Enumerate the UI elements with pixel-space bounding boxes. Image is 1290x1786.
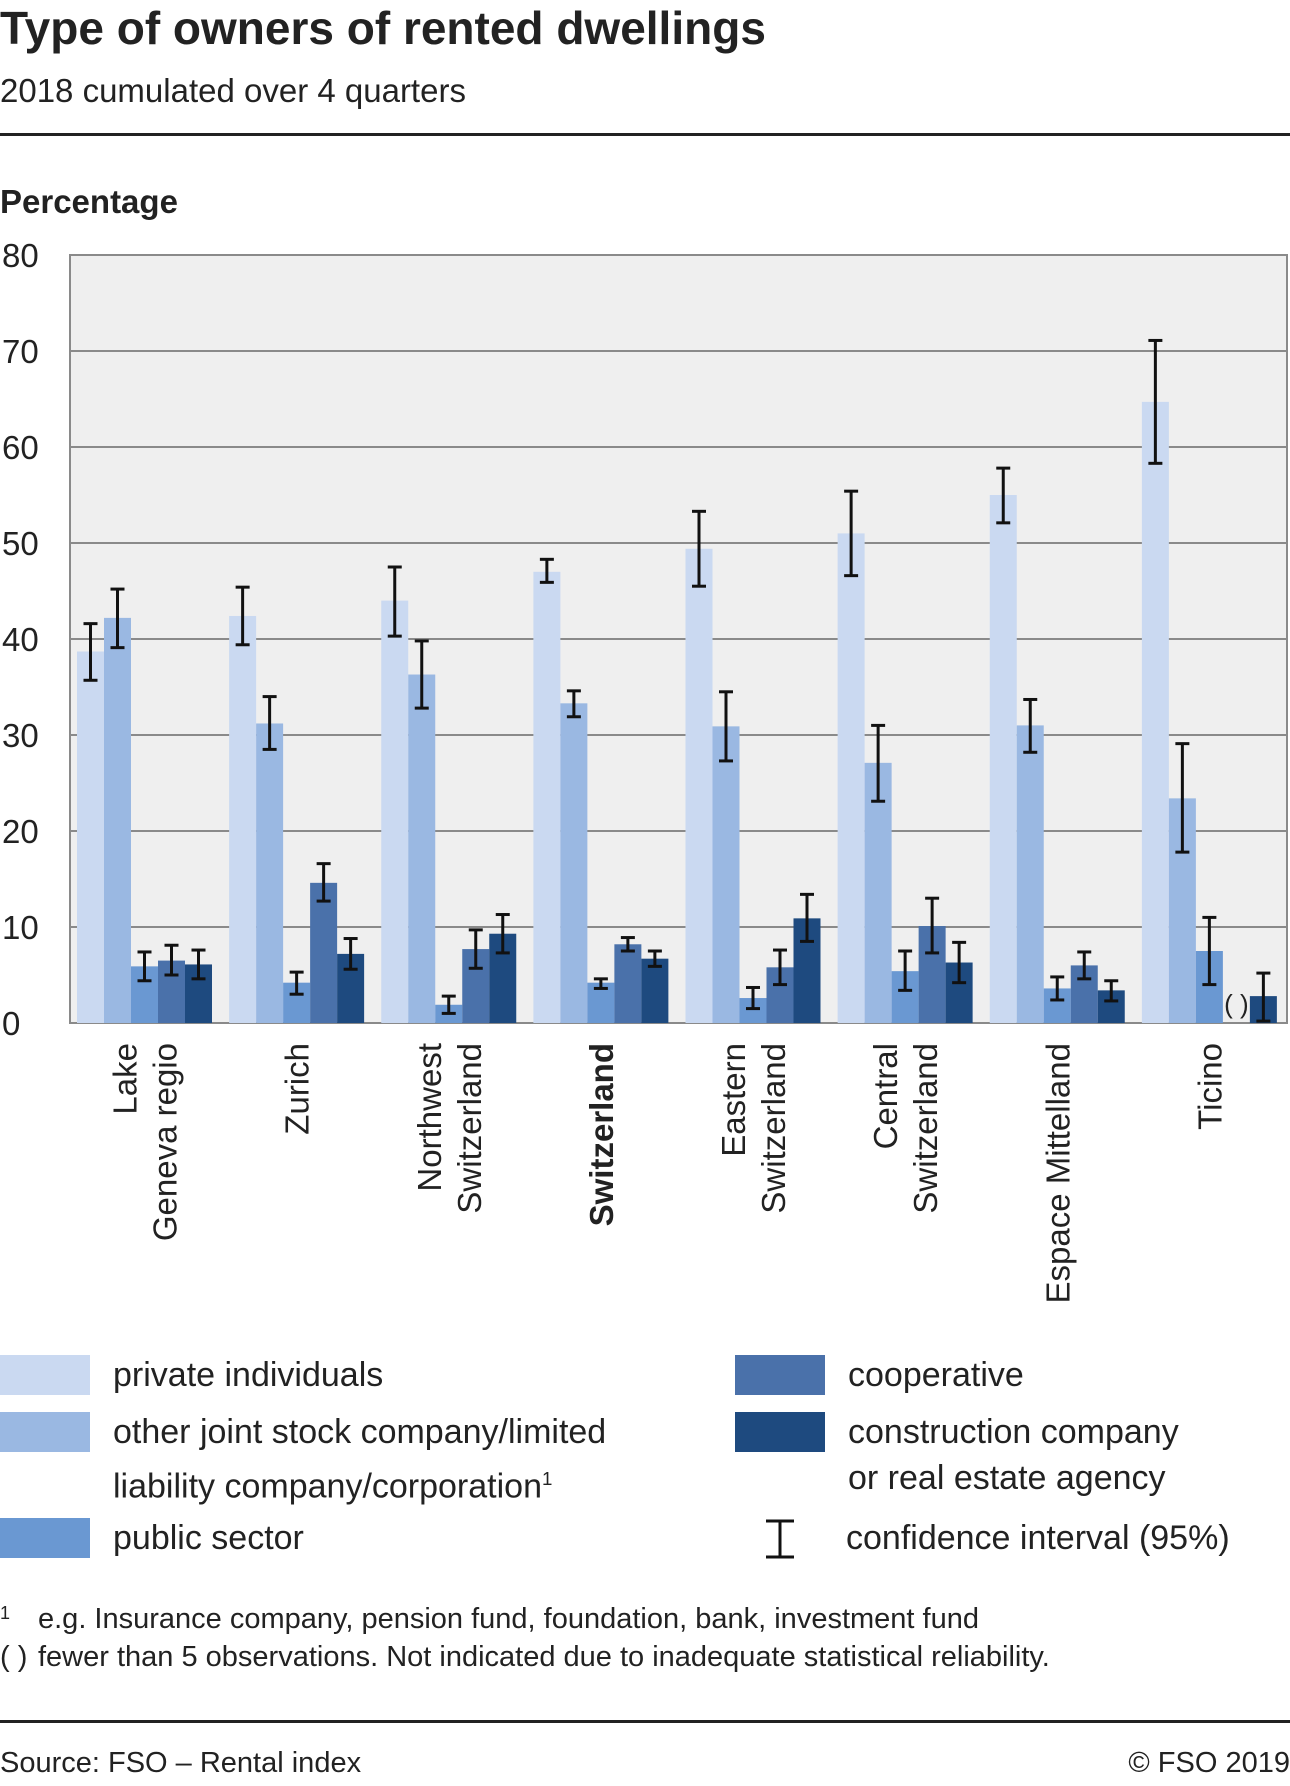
x-tick-label: Geneva regio <box>147 1043 184 1241</box>
bar-private <box>533 571 561 1023</box>
bar-construction <box>641 958 669 1023</box>
x-tick-label: Lake <box>107 1043 144 1115</box>
x-tick-label: Eastern <box>715 1043 752 1157</box>
x-tick-label: Switzerland <box>907 1043 944 1214</box>
legend-label-other-company-line1: other joint stock company/limited <box>113 1413 607 1451</box>
bar-private <box>685 548 713 1023</box>
legend-label-construction-line2: or real estate agency <box>848 1459 1166 1497</box>
bar-other-company <box>256 723 284 1023</box>
chart-title: Type of owners of rented dwellings <box>0 2 766 54</box>
bar-other-company <box>1016 725 1044 1023</box>
legend-label-ci: confidence interval (95%) <box>846 1519 1230 1557</box>
x-tick-label: Central <box>867 1043 904 1149</box>
bottom-rule <box>0 1720 1290 1723</box>
footnote-2-mark: ( ) <box>0 1641 28 1673</box>
top-rule <box>0 133 1290 136</box>
chart-subtitle: 2018 cumulated over 4 quarters <box>0 72 466 109</box>
copyright-text: © FSO 2019 <box>1128 1747 1290 1779</box>
legend-swatch-other-company <box>0 1412 90 1452</box>
bar-cooperative <box>614 944 642 1023</box>
bar-other-company <box>104 617 131 1023</box>
footnote-1-mark: 1 <box>0 1603 11 1623</box>
source-text: Source: FSO – Rental index <box>0 1747 362 1779</box>
x-tick-label: Espace Mittelland <box>1039 1043 1076 1303</box>
bar-other-company <box>864 762 892 1023</box>
bar-private <box>381 600 409 1023</box>
bar-private <box>1141 401 1169 1023</box>
y-tick-label: 50 <box>2 525 39 562</box>
bar-private <box>229 615 257 1023</box>
not-indicated-marker: ( ) <box>1224 989 1249 1019</box>
bar-cooperative <box>310 882 338 1023</box>
x-tick-label: Zurich <box>279 1043 316 1135</box>
x-tick-label: Switzerland <box>755 1043 792 1214</box>
bar-private <box>77 651 104 1023</box>
bar-other-company <box>712 726 740 1023</box>
bar-other-company <box>408 674 436 1023</box>
legend-label-private: private individuals <box>113 1356 384 1394</box>
x-tick-label: Switzerland <box>583 1043 620 1226</box>
legend-swatch-public <box>0 1518 90 1558</box>
legend-label-public: public sector <box>113 1519 304 1557</box>
legend-swatch-construction <box>735 1412 825 1452</box>
confidence-interval-icon <box>766 1519 794 1559</box>
bar-chart: 0 10 20 30 40 50 60 70 80 Lake Geneva regio Zurich N… <box>2 240 1288 1303</box>
legend-swatch-cooperative <box>735 1355 825 1395</box>
y-tick-label: 60 <box>2 429 39 466</box>
legend-label-construction-line1: construction company <box>848 1413 1179 1451</box>
legend-label-cooperative: cooperative <box>848 1356 1024 1394</box>
footnote-1-text: e.g. Insurance company, pension fund, fo… <box>38 1603 979 1635</box>
y-tick-label: 20 <box>2 813 39 850</box>
y-tick-label: 30 <box>2 717 39 754</box>
legend-label-other-company-line2: liability company/corporation1 <box>113 1456 552 1509</box>
y-axis-label: Percentage <box>0 183 178 220</box>
footnote-2-text: fewer than 5 observations. Not indicated… <box>38 1641 1050 1673</box>
x-tick-label: Switzerland <box>451 1043 488 1214</box>
bar-other-company <box>560 703 588 1023</box>
y-tick-label: 0 <box>2 1005 20 1042</box>
legend-swatch-private <box>0 1355 90 1395</box>
y-tick-label: 80 <box>2 240 39 274</box>
legend-label-other-company-text: liability company/corporation <box>113 1467 542 1506</box>
y-tick-label: 40 <box>2 621 39 658</box>
footnote-ref: 1 <box>541 1468 553 1489</box>
y-tick-label: 10 <box>2 909 39 946</box>
y-tick-label: 70 <box>2 333 39 370</box>
bar-private <box>989 495 1017 1023</box>
x-tick-label: Ticino <box>1191 1043 1228 1130</box>
bar-private <box>837 533 865 1023</box>
x-tick-label: Northwest <box>411 1043 448 1192</box>
